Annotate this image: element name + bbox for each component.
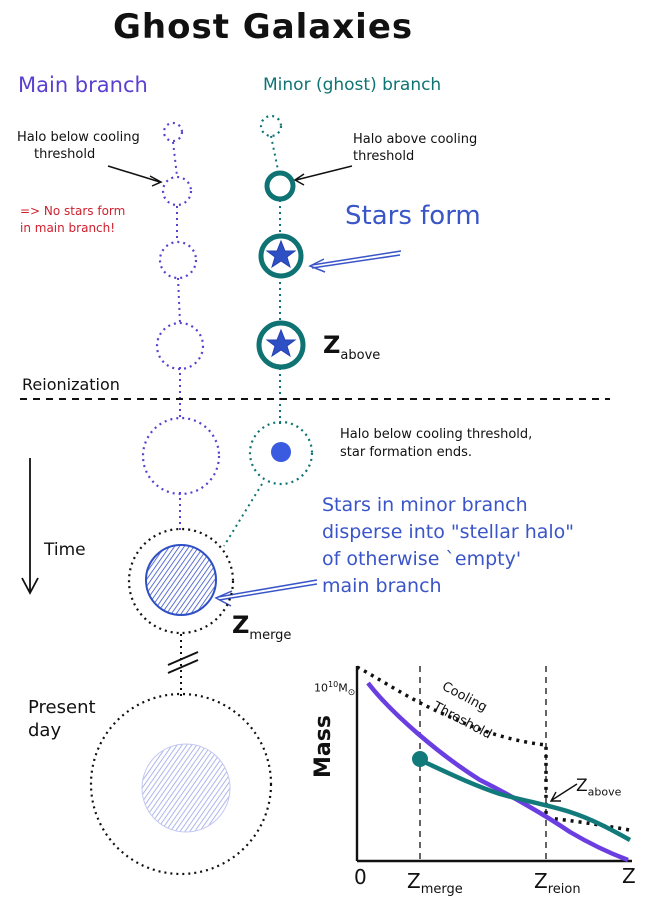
time-break xyxy=(167,634,199,700)
main-branch-mass-curve xyxy=(366,681,629,863)
present-day-halo xyxy=(89,692,273,876)
minor-halo-4 xyxy=(256,320,306,370)
no-stars-note-2: in main branch! xyxy=(20,221,116,235)
inset-chart xyxy=(355,665,632,863)
stars-form-arrow xyxy=(308,250,402,273)
minor-halo-above-note-2: threshold xyxy=(353,149,415,164)
minor-branch-mass-curve xyxy=(419,757,632,842)
merged-halo xyxy=(127,527,235,635)
minor-halo-above-note-1: Halo above cooling xyxy=(353,132,478,147)
z-merge-label: Zmerge xyxy=(232,611,292,643)
x-axis-label: Z xyxy=(622,864,636,888)
minor-halo-3 xyxy=(258,233,304,279)
present-day-label-1: Present xyxy=(28,697,96,718)
x-origin-label: 0 xyxy=(354,865,367,889)
disperse-note-3: of otherwise `empty' xyxy=(322,548,522,570)
star-icon-1 xyxy=(265,239,297,269)
x-reion-label: Zreion xyxy=(534,869,581,897)
disperse-note-1: Stars in minor branch xyxy=(322,494,528,516)
page-title: Ghost Galaxies xyxy=(113,7,414,47)
stellar-core xyxy=(271,442,291,462)
main-halo-4 xyxy=(155,321,205,371)
stars-form-label: Stars form xyxy=(345,201,481,231)
star-icon-2 xyxy=(265,328,297,358)
disperse-note-4: main branch xyxy=(322,575,442,597)
annotation-arrows xyxy=(107,165,353,187)
mass-tick-label: 1010M⊙ xyxy=(314,680,356,698)
main-halo-below-note-1: Halo below cooling xyxy=(17,130,140,145)
cooling-threshold-curve xyxy=(356,665,631,832)
reionization-label: Reionization xyxy=(22,375,120,394)
time-arrow xyxy=(21,458,39,595)
arrow-minor-halo xyxy=(293,165,353,186)
arrow-main-halo xyxy=(107,165,163,187)
x-merge-label: Zmerge xyxy=(407,869,463,897)
main-branch-halos xyxy=(141,121,221,496)
minor-halo-5 xyxy=(248,420,314,486)
z-above-label: Zabove xyxy=(323,331,381,363)
minor-halo-2 xyxy=(264,170,296,202)
main-halo-3 xyxy=(158,240,198,280)
stellar-halo-arrow xyxy=(214,579,318,607)
present-day-stellar-halo xyxy=(141,743,231,833)
main-halo-5 xyxy=(141,416,221,496)
time-label: Time xyxy=(44,540,86,560)
minor-halo-1 xyxy=(259,114,283,138)
present-day-label-2: day xyxy=(28,720,62,741)
main-halo-below-note-2: threshold xyxy=(34,147,96,162)
minor-branch-merge-point xyxy=(412,751,428,767)
sf-ends-note-2: star formation ends. xyxy=(340,445,473,460)
inset-z-above-label: Zabove xyxy=(576,776,622,799)
main-branch-label: Main branch xyxy=(18,73,148,97)
merged-stellar-halo xyxy=(145,544,217,616)
inset-z-above-arrow xyxy=(549,783,578,802)
main-halo-2 xyxy=(161,175,193,207)
no-stars-note-1: => No stars form xyxy=(20,204,126,218)
sf-ends-note-1: Halo below cooling threshold, xyxy=(340,427,533,442)
disperse-note-2: disperse into "stellar halo" xyxy=(322,521,575,543)
minor-branch-label: Minor (ghost) branch xyxy=(263,75,442,95)
main-halo-1 xyxy=(162,121,184,143)
main-branch-path xyxy=(172,141,181,530)
minor-branch-halos xyxy=(248,114,314,486)
minor-branch-path xyxy=(223,135,281,547)
